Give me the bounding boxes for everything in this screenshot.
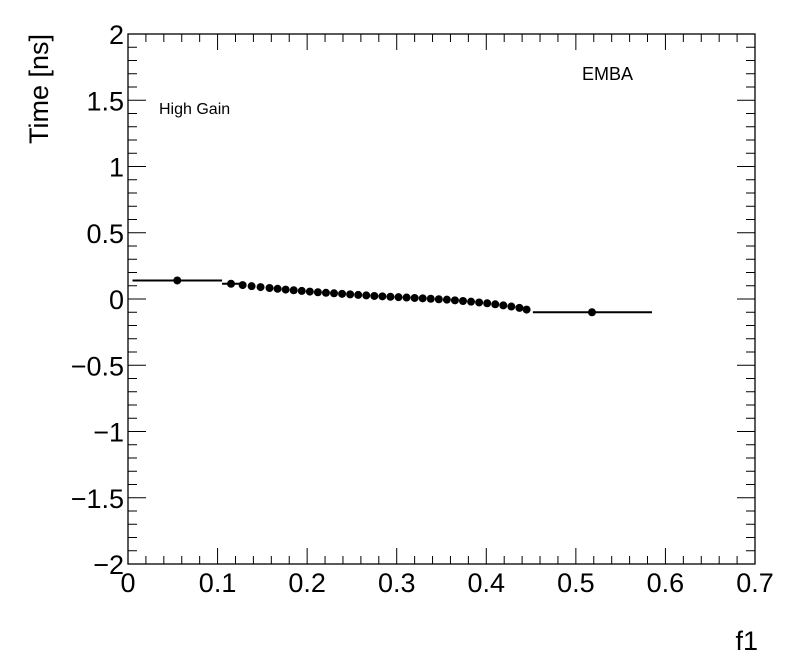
data-point (507, 302, 516, 311)
x-tick-label: 0.3 (378, 568, 416, 598)
annotation-high-gain: High Gain (159, 101, 230, 118)
data-point (173, 276, 182, 285)
data-point (354, 290, 363, 299)
plot-frame (127, 33, 756, 565)
data-point (499, 301, 508, 310)
x-axis-label: f1 (735, 626, 758, 656)
data-point (467, 297, 476, 306)
data-point (491, 300, 500, 309)
y-tick-label: −0.5 (71, 351, 124, 381)
y-tick-label: 0 (109, 285, 124, 315)
x-tick-label: 0 (120, 568, 135, 598)
data-point (515, 303, 524, 312)
data-point (458, 296, 467, 305)
data-point (450, 296, 459, 305)
data-point (386, 292, 395, 301)
data-point (418, 294, 427, 303)
data-point (483, 299, 492, 308)
x-tick-label: 0.6 (647, 568, 685, 598)
data-point (475, 298, 484, 307)
data-point (273, 284, 282, 293)
data-point (442, 295, 451, 304)
data-point (281, 285, 290, 294)
y-axis-label: Time [ns] (24, 34, 54, 144)
data-point (362, 291, 371, 300)
data-point (321, 288, 330, 297)
data-point (402, 293, 411, 302)
data-point (587, 308, 596, 317)
data-point (338, 289, 347, 298)
data-point (289, 286, 298, 295)
data-point (394, 293, 403, 302)
y-tick-label: 1.5 (86, 86, 124, 116)
data-point (247, 282, 256, 291)
y-tick-label: −1 (93, 418, 124, 448)
data-point (330, 289, 339, 298)
y-tick-label: 1 (109, 153, 124, 183)
data-point (426, 294, 435, 303)
y-tick-label: 2 (109, 20, 124, 50)
x-tick-label: 0.7 (736, 568, 774, 598)
y-tick-label: −1.5 (71, 484, 124, 514)
y-tick-label: −2 (93, 550, 124, 580)
x-tick-label: 0.1 (199, 568, 237, 598)
data-point (256, 283, 265, 292)
data-point (346, 290, 355, 299)
data-point (265, 284, 274, 293)
data-point (434, 295, 443, 304)
x-tick-label: 0.2 (288, 568, 326, 598)
x-tick-label: 0.5 (557, 568, 595, 598)
data-point (297, 286, 306, 295)
data-point (238, 281, 247, 290)
data-point (313, 288, 322, 297)
data-point (370, 291, 379, 300)
data-point (410, 293, 419, 302)
data-point (305, 287, 314, 296)
y-tick-label: 0.5 (86, 219, 124, 249)
data-points (132, 276, 652, 317)
data-point (227, 279, 236, 288)
data-point (378, 292, 387, 301)
data-point (522, 305, 531, 314)
x-tick-label: 0.4 (468, 568, 506, 598)
annotation-emba: EMBA (582, 64, 633, 84)
tick-labels: 0 0.1 0.2 0.3 0.4 0.5 0.6 0.7 −2 −1.5 −1 −0.5 0 0.5 1 1… (71, 20, 774, 598)
